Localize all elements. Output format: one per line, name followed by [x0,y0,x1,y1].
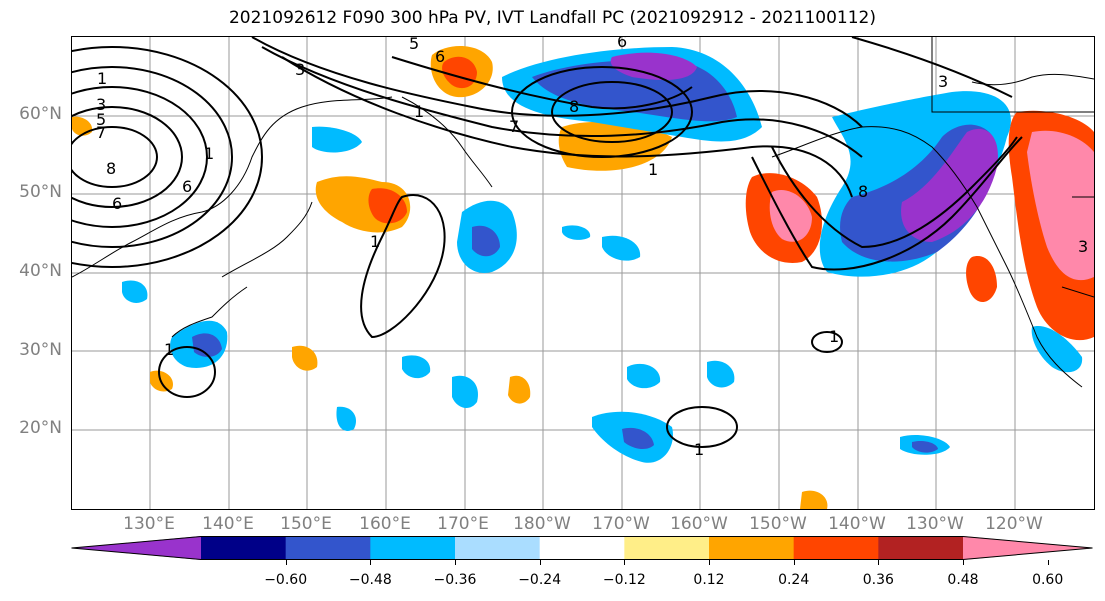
lon-label-180w: 180°W [513,514,571,534]
contour-label: 6 [617,37,627,51]
contour-label: 3 [96,95,106,114]
lat-label-30: 30°N [19,340,62,360]
colorbar [71,536,1093,560]
pv-contour [261,46,863,158]
lat-label-60: 60°N [19,104,62,124]
pc-negative-fields [122,47,1083,463]
pv-contour [851,37,1013,98]
colorbar-tickmark [709,560,710,565]
colorbar-segment [71,536,201,560]
colorbar-tickmark [370,560,372,565]
contour-label: 1 [694,440,704,459]
colorbar-tick-label: 0.24 [778,572,810,588]
colorbar-segment [878,536,964,560]
colorbar-graphic [71,536,1093,560]
colorbar-tickmark [624,560,626,565]
colorbar-tick-label: −0.12 [602,572,646,588]
pv-contour [751,136,1023,271]
lon-label-130e: 130°E [123,514,175,534]
lon-label-150e: 150°E [280,514,332,534]
colorbar-tick-label: −0.24 [518,572,562,588]
contour-label: 8 [569,97,579,116]
colorbar-segment [539,536,625,560]
colorbar-tickmark [455,560,456,565]
lat-label-40: 40°N [19,261,62,281]
colorbar-tickmark [878,560,880,565]
pv-contour [72,106,183,208]
colorbar-tick-label: 0.60 [1032,572,1064,588]
colorbar-tickmark [793,560,795,565]
pv-contour [72,46,263,268]
colorbar-tick-label: 0.12 [693,572,725,588]
contour-label: 3 [938,72,948,91]
contour-label: 1 [164,340,174,359]
colorbar-segment [793,536,879,560]
colorbar-segment [201,536,287,560]
colorbar-tickmark [1047,560,1049,565]
lat-label-20: 20°N [19,418,62,438]
contour-label: 1 [648,160,658,179]
colorbar-segment [370,536,456,560]
colorbar-segment [624,536,710,560]
pv-contour [72,86,208,228]
contour-label: 3 [1078,237,1088,256]
pv-contour [511,66,693,158]
contour-label: 7 [509,117,519,136]
contour-label: 7 [96,123,106,142]
lon-label-160w: 160°W [670,514,728,534]
map-title: 2021092612 F090 300 hPa PV, IVT Landfall… [228,8,876,28]
contour-label: 5 [409,37,419,53]
pv-contour [551,81,673,143]
contour-label: 8 [858,182,868,201]
pv-contour [72,126,158,188]
lon-label-150w: 150°W [749,514,807,534]
lon-label-120w: 120°W [985,514,1043,534]
pv-contour [158,346,216,398]
pv-contour [360,194,446,339]
pv-contours [72,37,1023,448]
colorbar-tick-label: −0.60 [264,572,308,588]
lon-label-170e: 170°E [437,514,489,534]
contour-label: 1 [414,102,424,121]
contour-label: 1 [370,232,380,251]
pv-ivt-map: 1 3 5 6 7 8 6 5 6 3 8 7 1 6 3 1 1 1 8 1 … [72,37,1094,509]
lon-label-130w: 130°W [906,514,964,534]
colorbar-tick-label: 0.36 [862,572,894,588]
colorbar-tick-label: −0.36 [433,572,477,588]
contour-label: 1 [97,69,107,88]
contour-label: 1 [829,327,839,346]
lon-label-170w: 170°W [592,514,650,534]
colorbar-tick-label: −0.48 [348,572,392,588]
map-panel: 1 3 5 6 7 8 6 5 6 3 8 7 1 6 3 1 1 1 8 1 … [71,36,1095,510]
colorbar-segment [963,536,1093,560]
contour-label: 6 [435,47,445,66]
colorbar-tickmark [285,560,287,565]
colorbar-tickmark [539,560,541,565]
lat-label-50: 50°N [19,182,62,202]
pv-contour [666,406,738,448]
contour-labels: 1 3 5 6 7 8 6 5 6 3 8 7 1 6 3 1 1 1 8 1 … [96,37,1088,459]
pv-contour [391,56,693,110]
colorbar-outline [71,536,1093,560]
contour-label: 6 [182,177,192,196]
contour-label: 8 [106,159,116,178]
contour-label: 6 [112,194,122,213]
colorbar-tick-label: 0.48 [947,572,979,588]
pv-contour [811,331,843,353]
lon-label-160e: 160°E [359,514,411,534]
contour-label: 1 [204,144,214,163]
pv-contour [771,136,1018,249]
pv-contour [251,37,863,128]
lon-label-140w: 140°W [828,514,886,534]
pv-contour [72,66,233,248]
contour-label: 3 [295,60,305,79]
colorbar-tickmark [963,560,964,565]
colorbar-segment [709,536,795,560]
colorbar-segment [285,536,371,560]
lon-label-140e: 140°E [202,514,254,534]
colorbar-segment [455,536,541,560]
contour-label: 5 [96,110,106,129]
